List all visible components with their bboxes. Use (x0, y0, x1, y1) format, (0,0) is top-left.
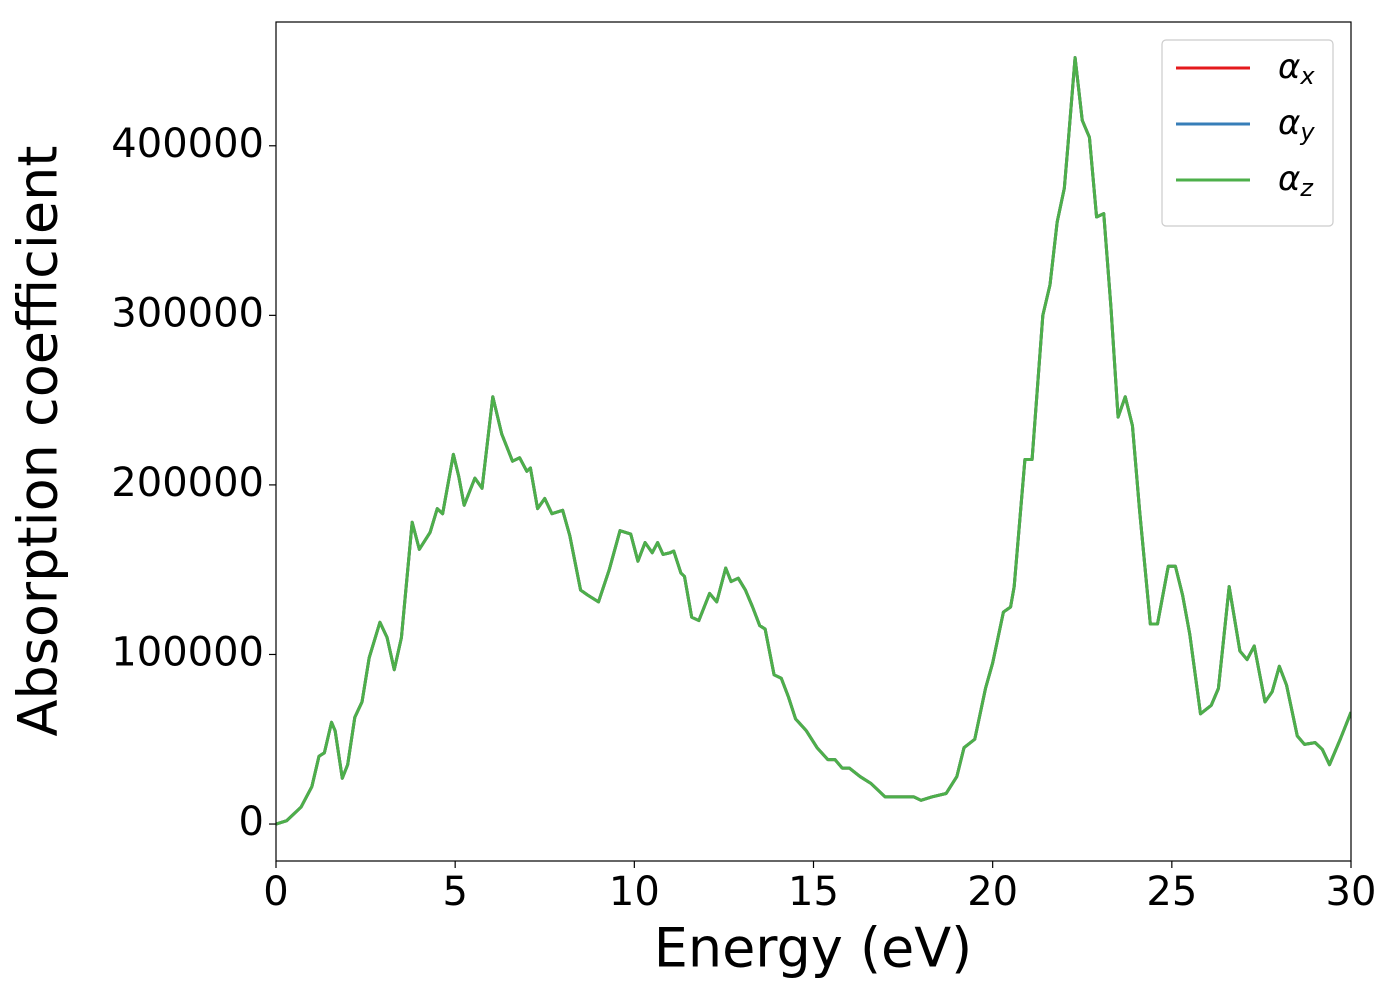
x-tick-label: 5 (442, 869, 467, 915)
line-series (276, 56, 1351, 826)
x-tick-label: 0 (263, 869, 288, 915)
y-tick-label: 0 (239, 799, 264, 845)
x-tick-label: 30 (1326, 869, 1377, 915)
legend-label: αz (1278, 159, 1314, 203)
y-axis-label: Absorption coefficient (7, 146, 70, 737)
x-axis-label: Energy (eV) (654, 917, 973, 980)
plot-frame (275, 21, 1352, 862)
legend-label: αy (1278, 103, 1315, 147)
y-tick-label: 400000 (111, 121, 264, 167)
x-tick-label: 20 (967, 869, 1018, 915)
y-tick-label: 200000 (111, 460, 264, 506)
y-tick-label: 300000 (111, 290, 264, 336)
y-tick-label: 100000 (111, 629, 264, 675)
x-tick-label: 15 (788, 869, 839, 915)
x-tick-label: 10 (609, 869, 660, 915)
x-tick-label: 25 (1146, 869, 1197, 915)
legend-label: αx (1278, 47, 1315, 91)
